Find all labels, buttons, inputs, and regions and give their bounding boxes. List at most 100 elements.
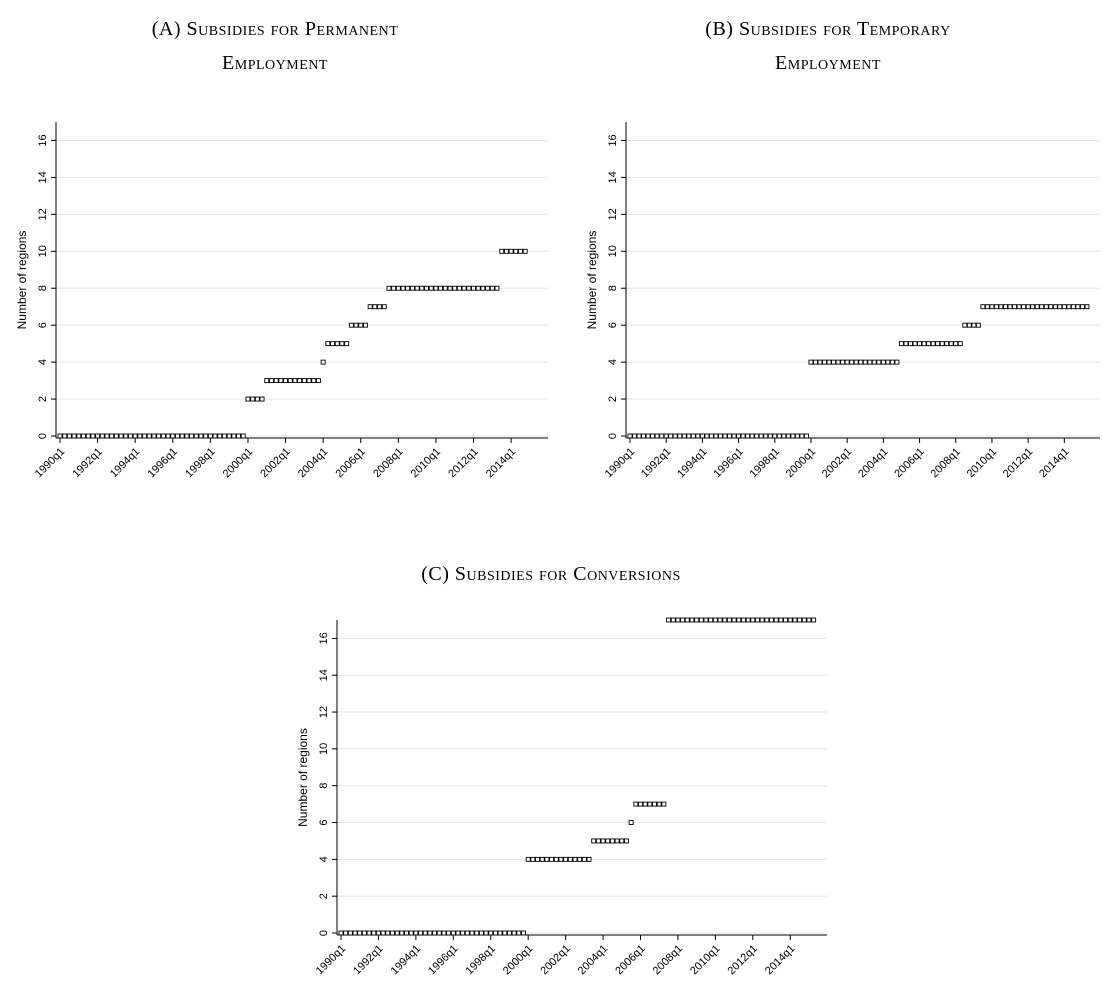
- chart-b-data-point: [794, 433, 800, 439]
- chart-c-y-tick-label: 0: [318, 930, 330, 936]
- chart-b-data-point: [844, 359, 850, 365]
- chart-b-data-point: [948, 341, 954, 347]
- chart-b-data-point: [727, 433, 732, 439]
- chart-a-data-point: [57, 433, 63, 439]
- chart-b-data-point: [880, 359, 886, 365]
- chart-a-data-point: [123, 433, 129, 439]
- chart-c-data-point: [408, 930, 414, 936]
- chart-c-data-point: [343, 930, 349, 936]
- chart-c-data-point: [764, 617, 770, 623]
- chart-c-data-point: [511, 930, 517, 936]
- chart-a-data-point: [132, 433, 138, 439]
- chart-a-x-tick-label: 2002q1: [258, 446, 292, 480]
- chart-a-data-point: [456, 285, 462, 291]
- chart-a-data-point: [334, 341, 340, 347]
- chart-b-data-point: [686, 433, 692, 439]
- chart-c-data-point: [614, 838, 620, 844]
- chart-a-data-point: [128, 433, 133, 439]
- chart-c-data-point: [769, 617, 774, 623]
- chart-c-data-point: [726, 617, 732, 623]
- chart-c-data-point: [390, 930, 395, 936]
- chart-b-data-point: [1048, 304, 1054, 310]
- chart-b-data-point: [718, 433, 723, 439]
- chart-b-x-tick-label: 1992q1: [639, 446, 673, 480]
- chart-c-data-point: [684, 617, 690, 623]
- chart-b-data-point: [899, 341, 904, 347]
- chart-c-data-point: [446, 930, 452, 936]
- chart-a-x-tick-label: 2010q1: [409, 446, 443, 480]
- chart-c-data-point: [806, 617, 812, 623]
- chart-c-data-point: [609, 838, 615, 844]
- chart-a-y-tick-label: 0: [37, 433, 49, 439]
- chart-b-data-point: [668, 433, 674, 439]
- chart-c-data-point: [478, 930, 484, 936]
- chart-c-data-point: [619, 838, 625, 844]
- chart-b-data-point: [650, 433, 656, 439]
- chart-c-data-point: [404, 930, 409, 936]
- chart-a-data-point: [344, 341, 350, 347]
- chart-b-data-point: [627, 433, 633, 439]
- chart-a-data-point: [240, 433, 246, 439]
- chart-b-data-point: [984, 304, 990, 310]
- chart-c-data-point: [371, 930, 377, 936]
- chart-a-data-point: [104, 433, 110, 439]
- chart-c-x-tick-label: 1992q1: [351, 943, 385, 977]
- chart-a-y-tick-label: 12: [37, 208, 49, 220]
- chart-a-data-point: [95, 433, 101, 439]
- chart-b-data-point: [776, 433, 782, 439]
- chart-a-data-point: [175, 433, 180, 439]
- chart-c-data-point: [778, 617, 784, 623]
- chart-b-data-point: [1039, 304, 1045, 310]
- chart-a-x-tick-label: 1994q1: [108, 446, 142, 480]
- chart-a-data-point: [165, 433, 171, 439]
- chart-b-data-point: [690, 433, 696, 439]
- chart-b-data-point: [980, 304, 986, 310]
- chart-b-y-tick-label: 14: [607, 171, 619, 183]
- chart-b-data-point: [781, 433, 787, 439]
- chart-a-data-point: [485, 285, 491, 291]
- chart-c-data-point: [792, 617, 798, 623]
- chart-c-data-point: [675, 617, 681, 623]
- chart-c-data-point: [698, 617, 704, 623]
- chart-c-data-point: [544, 856, 550, 862]
- chart-a-data-point: [66, 433, 72, 439]
- chart-a-y-axis-label: Number of regions: [15, 231, 29, 330]
- chart-a-data-point: [71, 433, 77, 439]
- chart-b-data-point: [645, 433, 651, 439]
- chart-c-data-point: [600, 838, 606, 844]
- chart-a-data-point: [193, 433, 199, 439]
- chart-c-data-point: [394, 930, 400, 936]
- chart-b-data-point: [935, 341, 941, 347]
- chart-a-data-point: [480, 285, 486, 291]
- chart-a-x-tick-label: 1998q1: [183, 446, 217, 480]
- chart-b-data-point: [1003, 304, 1008, 310]
- chart-b-data-point: [1052, 304, 1058, 310]
- chart-b-data-point: [772, 433, 778, 439]
- chart-c-data-point: [572, 856, 578, 862]
- chart-b-data-point: [953, 341, 959, 347]
- chart-c-data-point: [558, 856, 564, 862]
- chart-b-data-point: [998, 304, 1004, 310]
- chart-b-data-point: [699, 433, 705, 439]
- chart-c-data-point: [399, 930, 405, 936]
- chart-c-x-tick-label: 2000q1: [501, 943, 535, 977]
- chart-a-x-tick-label: 1996q1: [146, 446, 180, 480]
- chart-c-y-tick-label: 4: [318, 856, 330, 862]
- chart-c-data-point: [577, 856, 583, 862]
- chart-b-data-point: [677, 433, 683, 439]
- chart-b-data-point: [1025, 304, 1031, 310]
- chart-c-data-point: [361, 930, 367, 936]
- chart-a-data-point: [348, 322, 354, 328]
- chart-c-x-tick-label: 1996q1: [426, 943, 460, 977]
- chart-c-data-point: [516, 930, 522, 936]
- chart-b-title: (B) Subsidies for Temporary Employment: [553, 12, 1103, 80]
- chart-a-y-tick-label: 16: [37, 134, 49, 146]
- chart-a-data-point: [438, 285, 444, 291]
- chart-c-data-point: [436, 930, 442, 936]
- chart-b-data-point: [994, 304, 999, 310]
- chart-a-y-tick-label: 6: [37, 322, 49, 328]
- chart-b-data-point: [763, 433, 769, 439]
- chart-a-data-point: [146, 433, 152, 439]
- chart-a-data-point: [301, 378, 307, 384]
- chart-c-data-point: [736, 617, 742, 623]
